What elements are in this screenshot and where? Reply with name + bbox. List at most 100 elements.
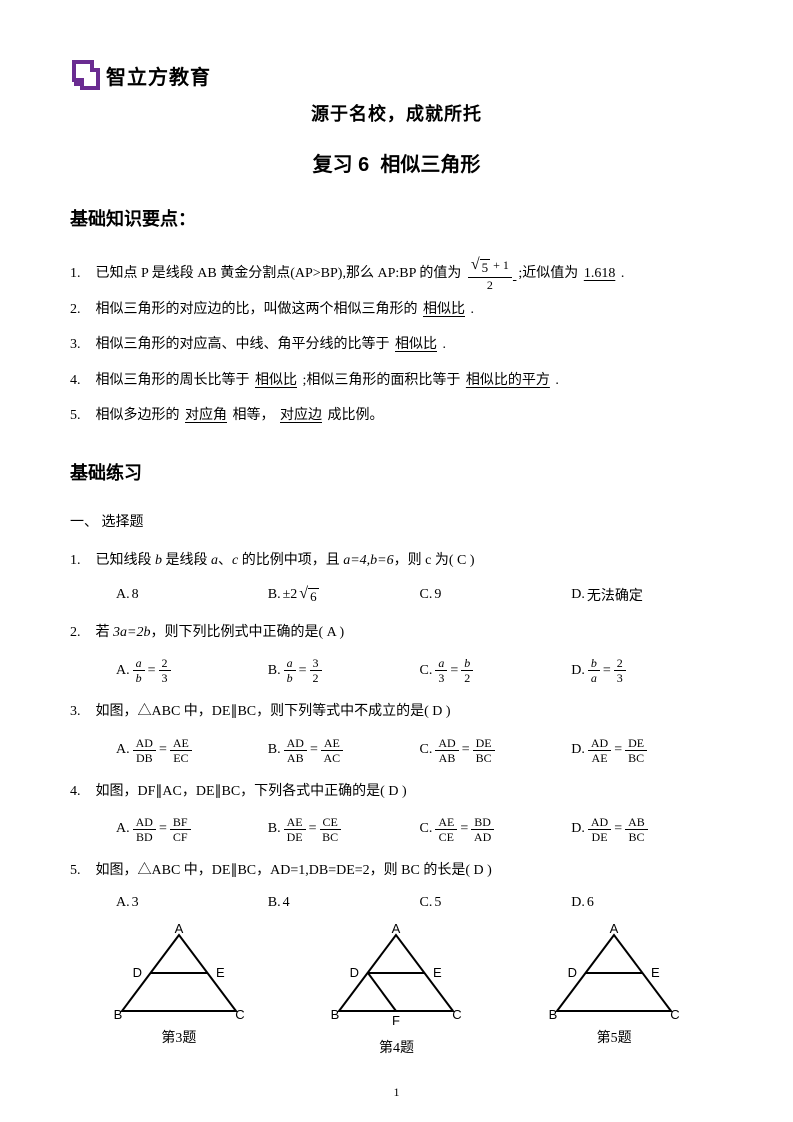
options-row: A.ab=23 B.ab=32 C.a3=b2 D.ba=23 [116,657,723,684]
svg-text:A: A [174,923,183,936]
options-row: A.ADBD=BFCF B.AEDE=CEBC C.AECE=BDAD D.AD… [116,816,723,843]
figures-row: A D E B C 第3题 A D E B C F 第4题 [70,923,723,1057]
svg-text:B: B [113,1007,122,1022]
answer-blank: 对应角 [183,408,229,423]
answer-blank: 相似比 [253,373,299,388]
svg-text:C: C [235,1007,244,1022]
item-number: 5. [70,855,92,887]
svg-text:F: F [393,1013,401,1028]
option-c: C.ADAB=DEBC [420,737,572,764]
svg-text:B: B [331,1007,340,1022]
item-text: 如图，DF∥AC，DE∥BC，下列各式中正确的是( D ) [96,784,407,799]
knowledge-item: 5. 相似多边形的 对应角 相等， 对应边 成比例。 [70,399,723,433]
item-text: ;近似值为 [518,266,578,281]
practice-item: 3. 如图，△ABC 中，DE∥BC，则下列等式中不成立的是( D ) [70,696,723,728]
item-text: 相似三角形的对应高、中线、角平分线的比等于 [96,337,390,352]
svg-text:E: E [433,965,442,980]
figure-5: A D E B C 第5题 [539,923,689,1057]
svg-text:C: C [453,1007,462,1022]
answer-blank: 相似比的平方 [464,373,552,388]
item-text: 相似三角形的对应边的比，叫做这两个相似三角形的 [96,302,418,317]
option-a: A.3 [116,895,268,911]
item-text: 如图，△ABC 中，DE∥BC，则下列等式中不成立的是( D ) [96,704,451,719]
svg-text:A: A [610,923,619,936]
item-text: ;相似三角形的面积比等于 [303,373,461,388]
item-text: . [443,337,447,352]
logo-mark-icon [70,60,100,90]
practice-subheading: 一、 选择题 [70,511,723,531]
svg-text:A: A [392,923,401,936]
svg-text:C: C [670,1007,679,1022]
option-d: D.无法确定 [571,585,723,605]
item-number: 5. [70,399,92,433]
option-a: A.ab=23 [116,657,268,684]
knowledge-item: 2. 相似三角形的对应边的比，叫做这两个相似三角形的 相似比 . [70,293,723,327]
item-text: 若 3a=2b，则下列比例式中正确的是( A ) [96,625,345,640]
item-text: 相似三角形的周长比等于 [96,373,250,388]
brand-logo: 智立方教育 [70,60,723,90]
option-a: A.ADDB=AEEC [116,737,268,764]
figure-caption: 第3题 [104,1027,254,1047]
option-b: B.±2√6 [268,585,420,605]
svg-text:B: B [549,1007,558,1022]
practice-item: 2. 若 3a=2b，则下列比例式中正确的是( A ) [70,617,723,649]
item-number: 2. [70,293,92,327]
chapter-name: 相似三角形 [380,154,480,176]
item-number: 3. [70,328,92,362]
svg-text:D: D [350,965,359,980]
options-row: A.ADDB=AEEC B.ADAB=AEAC C.ADAB=DEBC D.AD… [116,737,723,764]
item-number: 4. [70,776,92,808]
svg-text:E: E [651,965,660,980]
knowledge-item: 3. 相似三角形的对应高、中线、角平分线的比等于 相似比 . [70,328,723,362]
practice-item: 4. 如图，DF∥AC，DE∥BC，下列各式中正确的是( D ) [70,776,723,808]
answer-blank: 1.618 [582,266,618,281]
practice-item: 1. 已知线段 b 是线段 a、c 的比例中项，且 a=4,b=6，则 c 为(… [70,545,723,577]
svg-text:D: D [568,965,577,980]
option-c: C.a3=b2 [420,657,572,684]
item-text: 相似多边形的 [96,408,180,423]
section-practice-heading: 基础练习 [70,459,723,485]
item-text: 相等， [233,408,275,423]
svg-text:D: D [132,965,141,980]
knowledge-item: 1. 已知点 P 是线段 AB 黄金分割点(AP>BP),那么 AP:BP 的值… [70,257,723,291]
option-c: C.9 [420,585,572,605]
option-c: C.5 [420,895,572,911]
item-number: 3. [70,696,92,728]
option-b: B.AEDE=CEBC [268,816,420,843]
svg-text:E: E [216,965,225,980]
option-b: B.4 [268,895,420,911]
options-row: A.8 B.±2√6 C.9 D.无法确定 [116,585,723,605]
option-a: A.8 [116,585,268,605]
option-d: D.ba=23 [571,657,723,684]
option-b: B.ADAB=AEAC [268,737,420,764]
options-row: A.3 B.4 C.5 D.6 [116,895,723,911]
item-number: 1. [70,545,92,577]
answer-blank: 相似比 [421,302,467,317]
answer-blank: 对应边 [278,408,324,423]
option-b: B.ab=32 [268,657,420,684]
figure-4: A D E B C F 第4题 [321,923,471,1057]
chapter-title: 复习 6 相似三角形 [70,148,723,177]
brand-name: 智立方教育 [106,61,211,90]
page-number: 1 [0,1085,793,1100]
chapter-prefix: 复习 6 [313,154,370,176]
item-number: 4. [70,364,92,398]
option-d: D.ADAE=DEBC [571,737,723,764]
practice-item: 5. 如图，△ABC 中，DE∥BC，AD=1,DB=DE=2，则 BC 的长是… [70,855,723,887]
figure-3: A D E B C 第3题 [104,923,254,1057]
item-text: 已知线段 b 是线段 a、c 的比例中项，且 a=4,b=6，则 c 为( C … [96,553,475,568]
option-a: A.ADBD=BFCF [116,816,268,843]
option-d: D.ADDE=ABBC [571,816,723,843]
slogan: 源于名校，成就所托 [70,100,723,126]
answer-blank: √5 + 1 2 [465,266,519,281]
option-d: D.6 [571,895,723,911]
figure-caption: 第4题 [321,1037,471,1057]
item-text: . [471,302,475,317]
item-number: 1. [70,257,92,291]
item-text: . [621,266,625,281]
option-c: C.AECE=BDAD [420,816,572,843]
item-number: 2. [70,617,92,649]
section-knowledge-heading: 基础知识要点： [70,205,723,231]
knowledge-item: 4. 相似三角形的周长比等于 相似比 ;相似三角形的面积比等于 相似比的平方 . [70,364,723,398]
answer-blank: 相似比 [393,337,439,352]
